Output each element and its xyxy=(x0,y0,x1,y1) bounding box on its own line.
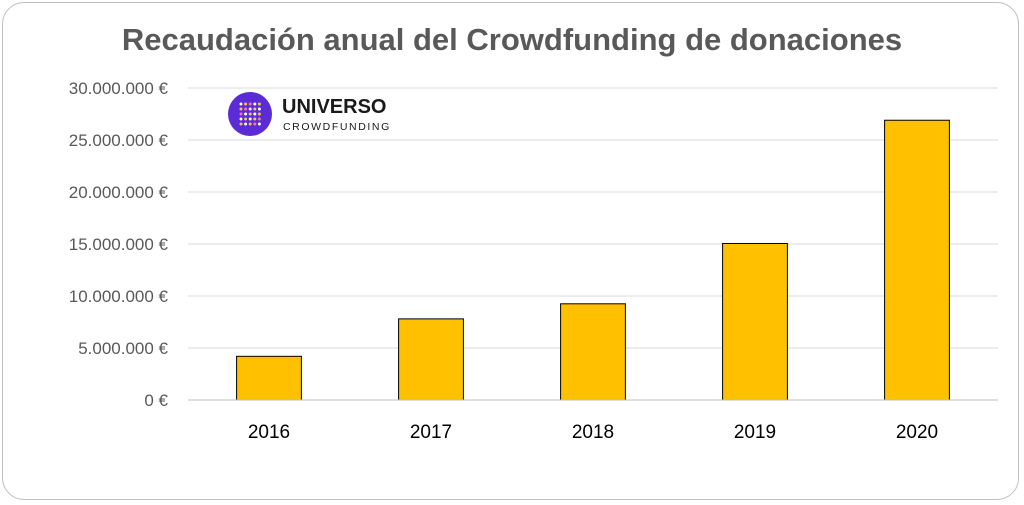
x-tick-label: 2019 xyxy=(734,422,776,443)
logo-dot xyxy=(257,102,261,106)
bar-2016 xyxy=(236,355,302,401)
y-tick-label: 5.000.000 € xyxy=(78,339,168,358)
logo-dot xyxy=(253,122,257,126)
x-tick-label: 2017 xyxy=(410,422,452,443)
logo-dot xyxy=(248,112,252,116)
logo-tagline: CROWDFUNDING xyxy=(283,121,391,133)
logo-dot xyxy=(248,122,252,126)
x-tick-label: 2018 xyxy=(572,422,614,443)
x-tick-label: 2016 xyxy=(248,422,290,443)
chart-frame xyxy=(2,2,1019,500)
logo-dot xyxy=(253,102,257,106)
gridlines xyxy=(188,87,998,349)
logo-dot xyxy=(253,117,257,121)
x-tick-label: 2020 xyxy=(896,422,938,443)
bar-2020 xyxy=(884,119,950,401)
logo-dot xyxy=(239,112,243,116)
bar-2017 xyxy=(398,318,464,401)
logo-dot xyxy=(239,117,243,121)
logo-dot xyxy=(244,122,248,126)
logo-dot xyxy=(248,102,252,106)
logo-dot xyxy=(244,117,248,121)
logo-dot xyxy=(257,117,261,121)
y-tick-label: 10.000.000 € xyxy=(69,287,169,306)
logo-dot xyxy=(248,117,252,121)
logo-dot-grid xyxy=(239,102,261,126)
logo-dot xyxy=(248,107,252,111)
logo-dot xyxy=(257,112,261,116)
logo-name: UNIVERSO xyxy=(282,96,386,118)
y-tick-label: 30.000.000 € xyxy=(69,79,169,98)
logo-dot xyxy=(239,102,243,106)
logo-dot xyxy=(244,102,248,106)
y-tick-label: 20.000.000 € xyxy=(69,183,169,202)
logo-dot xyxy=(239,107,243,111)
logo-dot xyxy=(253,112,257,116)
logo-dot xyxy=(257,107,261,111)
logo-dot xyxy=(244,112,248,116)
bars xyxy=(236,119,950,401)
logo-dot xyxy=(257,122,261,126)
y-tick-label: 15.000.000 € xyxy=(69,235,169,254)
y-tick-label: 25.000.000 € xyxy=(69,131,169,150)
logo: UNIVERSO CROWDFUNDING xyxy=(228,92,391,136)
y-tick-label: 0 € xyxy=(144,391,168,410)
bar-2019 xyxy=(722,242,788,401)
logo-dot xyxy=(239,122,243,126)
chart-title: Recaudación anual del Crowdfunding de do… xyxy=(121,22,903,57)
logo-dot xyxy=(253,107,257,111)
logo-dot xyxy=(244,107,248,111)
bar-2018 xyxy=(560,303,626,401)
x-tick-labels: 2016 2017 2018 2019 2020 xyxy=(248,422,938,443)
y-tick-labels: 0 € 5.000.000 € 10.000.000 € 15.000.000 € 20… xyxy=(69,79,169,410)
